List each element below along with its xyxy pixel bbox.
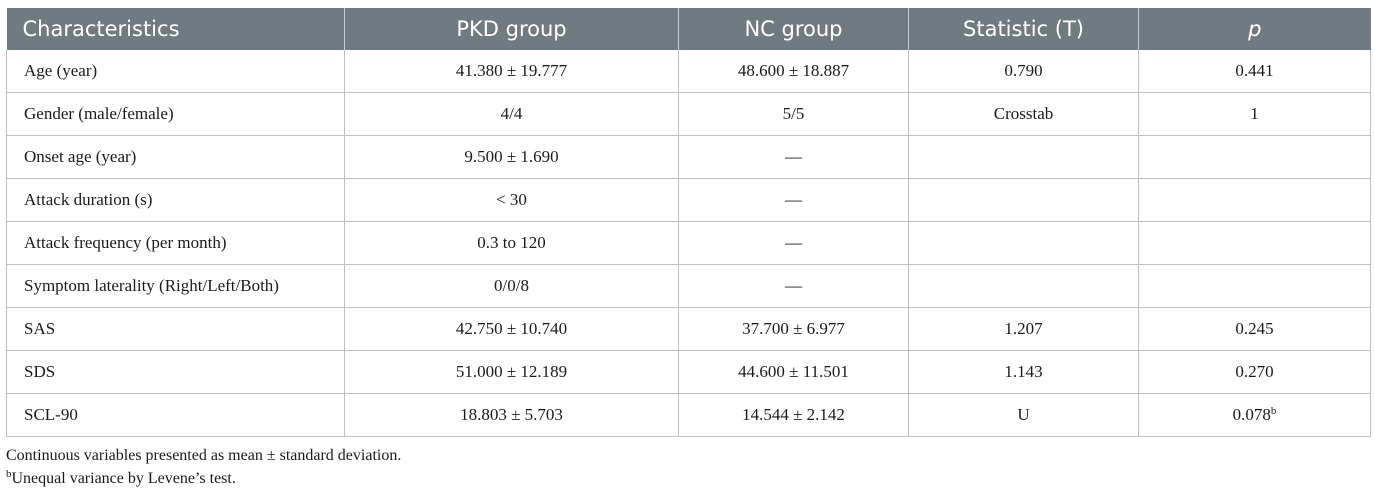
cell-statistic [908, 135, 1139, 179]
cell-p [1138, 221, 1371, 265]
table-row: Attack frequency (per month) 0.3 to 120 … [6, 221, 1371, 265]
cell-characteristic: SDS [6, 350, 345, 394]
cell-statistic: 1.143 [908, 350, 1139, 394]
p-value-text: 0.078 [1232, 405, 1271, 424]
cell-nc: — [678, 221, 909, 265]
header-statistic: Statistic (T) [908, 8, 1139, 50]
table-row: Attack duration (s) < 30 — [6, 178, 1371, 222]
footnote-levene: bUnequal variance by Levene’s test. [6, 467, 401, 490]
cell-pkd: 9.500 ± 1.690 [344, 135, 679, 179]
cell-p [1138, 264, 1371, 308]
cell-nc: — [678, 178, 909, 222]
cell-statistic: Crosstab [908, 92, 1139, 136]
cell-statistic [908, 264, 1139, 308]
cell-pkd: 0/0/8 [344, 264, 679, 308]
table-row: SDS 51.000 ± 12.189 44.600 ± 11.501 1.14… [6, 350, 1371, 394]
cell-characteristic: Gender (male/female) [6, 92, 345, 136]
cell-characteristic: Symptom laterality (Right/Left/Both) [6, 264, 345, 308]
header-p-value: p [1138, 8, 1371, 50]
cell-p [1138, 135, 1371, 179]
footnote-levene-text: Unequal variance by Levene’s test. [11, 470, 236, 487]
cell-statistic: 0.790 [908, 50, 1139, 93]
table-row: SCL-90 18.803 ± 5.703 14.544 ± 2.142 U 0… [6, 393, 1371, 437]
cell-p: 0.245 [1138, 307, 1371, 351]
cell-nc: 14.544 ± 2.142 [678, 393, 909, 437]
footnote-marker: b [6, 468, 12, 480]
cell-pkd: 41.380 ± 19.777 [344, 50, 679, 93]
characteristics-table: Characteristics PKD group NC group Stati… [6, 8, 1371, 437]
header-pkd-group: PKD group [344, 8, 679, 50]
cell-characteristic: Attack frequency (per month) [6, 221, 345, 265]
cell-nc: — [678, 264, 909, 308]
table-row: Symptom laterality (Right/Left/Both) 0/0… [6, 264, 1371, 308]
table-row: SAS 42.750 ± 10.740 37.700 ± 6.977 1.207… [6, 307, 1371, 351]
cell-p: 0.270 [1138, 350, 1371, 394]
cell-nc: 48.600 ± 18.887 [678, 50, 909, 93]
cell-pkd: 51.000 ± 12.189 [344, 350, 679, 394]
header-nc-group: NC group [678, 8, 909, 50]
cell-pkd: 42.750 ± 10.740 [344, 307, 679, 351]
cell-pkd: 18.803 ± 5.703 [344, 393, 679, 437]
cell-nc: 44.600 ± 11.501 [678, 350, 909, 394]
cell-characteristic: Age (year) [6, 50, 345, 93]
cell-nc: 37.700 ± 6.977 [678, 307, 909, 351]
cell-statistic [908, 221, 1139, 265]
cell-p: 0.441 [1138, 50, 1371, 93]
header-characteristics: Characteristics [6, 8, 345, 50]
cell-characteristic: SAS [6, 307, 345, 351]
cell-statistic: U [908, 393, 1139, 437]
footnote-marker: b [1270, 405, 1277, 417]
cell-characteristic: SCL-90 [6, 393, 345, 437]
cell-nc: 5/5 [678, 92, 909, 136]
table-container: Characteristics PKD group NC group Stati… [6, 8, 1371, 437]
table-row: Onset age (year) 9.500 ± 1.690 — [6, 135, 1371, 179]
cell-pkd: < 30 [344, 178, 679, 222]
cell-p: 0.078b [1138, 393, 1371, 437]
table-footnotes: Continuous variables presented as mean ±… [6, 444, 401, 490]
table-header-row: Characteristics PKD group NC group Stati… [6, 8, 1371, 50]
cell-characteristic: Onset age (year) [6, 135, 345, 179]
cell-pkd: 0.3 to 120 [344, 221, 679, 265]
cell-characteristic: Attack duration (s) [6, 178, 345, 222]
cell-statistic [908, 178, 1139, 222]
table-row: Age (year) 41.380 ± 19.777 48.600 ± 18.8… [6, 50, 1371, 93]
footnote-continuous: Continuous variables presented as mean ±… [6, 447, 402, 464]
cell-statistic: 1.207 [908, 307, 1139, 351]
table-row: Gender (male/female) 4/4 5/5 Crosstab 1 [6, 92, 1371, 136]
cell-pkd: 4/4 [344, 92, 679, 136]
cell-nc: — [678, 135, 909, 179]
cell-p [1138, 178, 1371, 222]
cell-p: 1 [1138, 92, 1371, 136]
